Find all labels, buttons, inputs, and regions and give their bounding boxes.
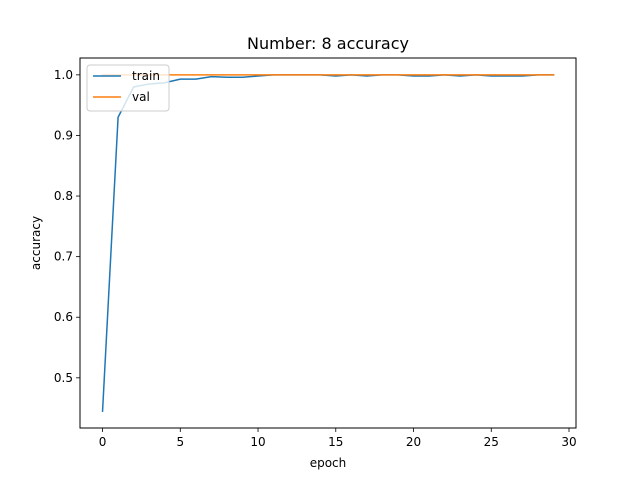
plot-area <box>80 58 576 428</box>
y-tick-label: 0.6 <box>54 310 73 324</box>
x-tick-label: 25 <box>484 435 499 449</box>
x-tick-label: 30 <box>561 435 576 449</box>
x-tick-label: 5 <box>176 435 184 449</box>
y-tick-label: 0.5 <box>54 371 73 385</box>
y-axis-label: accuracy <box>29 216 43 270</box>
y-tick-label: 0.8 <box>54 189 73 203</box>
legend-label-train: train <box>132 69 160 83</box>
x-axis-label: epoch <box>310 456 347 470</box>
x-tick-label: 15 <box>328 435 343 449</box>
legend-label-val: val <box>132 90 150 104</box>
x-tick-label: 0 <box>99 435 107 449</box>
y-tick-label: 0.9 <box>54 128 73 142</box>
series-lines <box>101 74 555 412</box>
y-axis-ticks: 0.5 0.6 0.7 0.8 0.9 1.0 <box>54 68 80 385</box>
x-tick-label: 20 <box>406 435 421 449</box>
x-axis-ticks: 0 5 10 15 20 25 30 <box>99 428 577 449</box>
x-tick-label: 10 <box>250 435 265 449</box>
chart-title: Number: 8 accuracy <box>247 34 409 53</box>
legend: train val <box>86 64 170 112</box>
y-tick-label: 1.0 <box>54 68 73 82</box>
plot-frame <box>79 57 577 429</box>
y-tick-label: 0.7 <box>54 250 73 264</box>
